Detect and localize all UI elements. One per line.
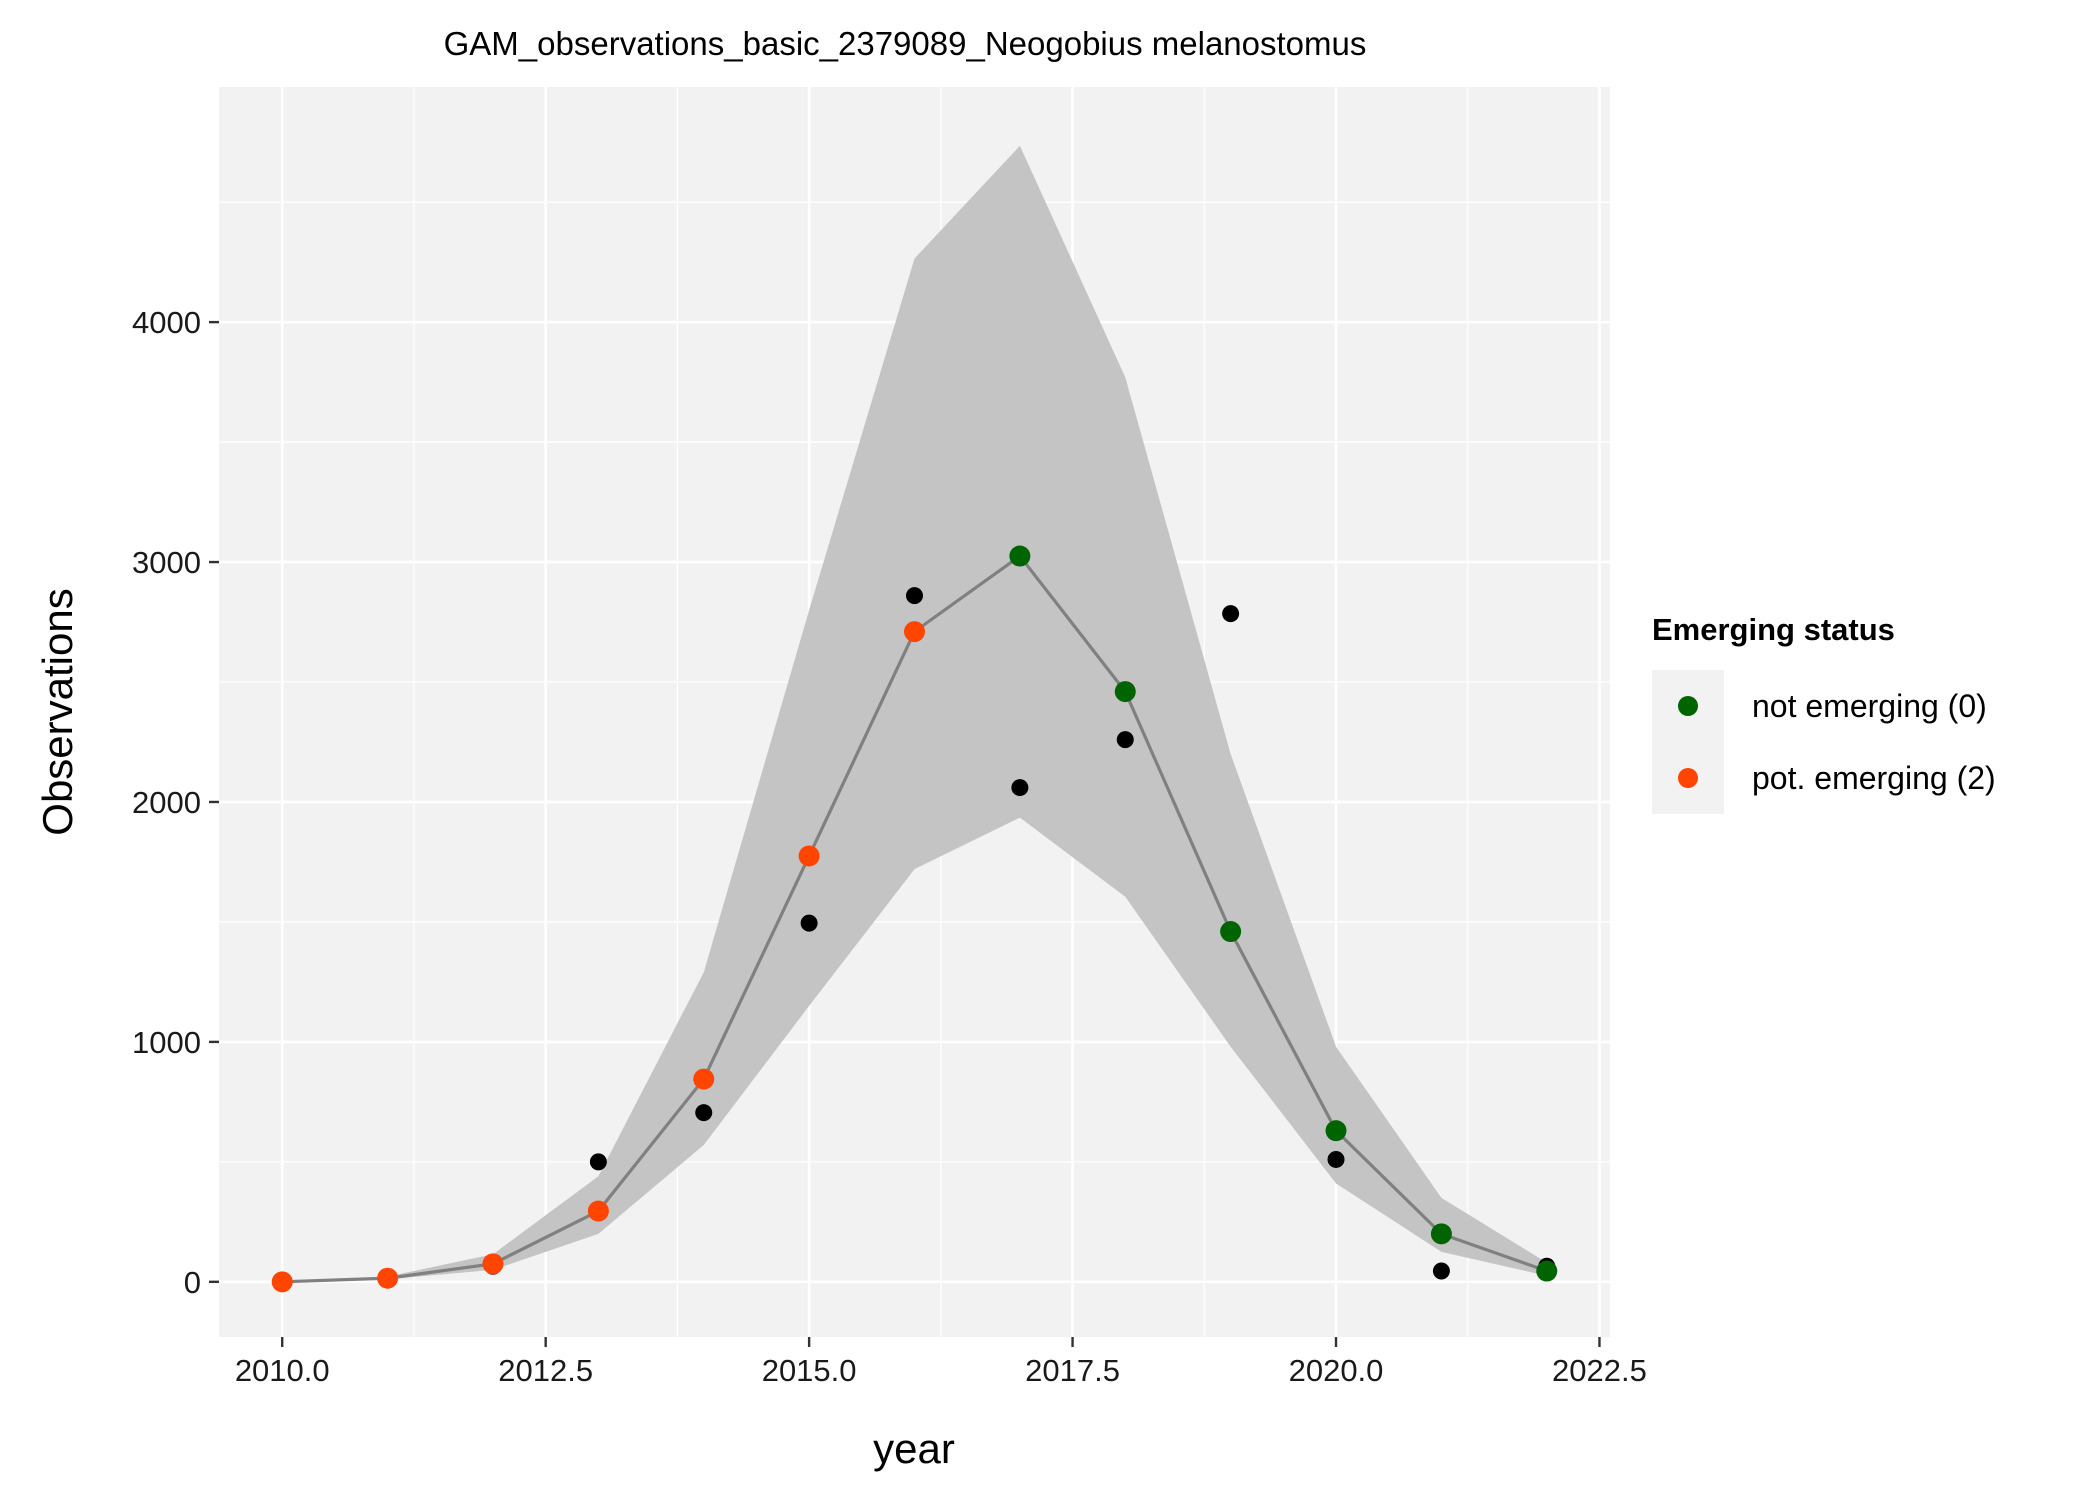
y-tick-label: 3000 bbox=[132, 545, 201, 580]
observed-point bbox=[906, 587, 923, 605]
x-tick-label: 2020.0 bbox=[1289, 1353, 1384, 1388]
fitted-point bbox=[1114, 681, 1136, 703]
fitted-point bbox=[1220, 921, 1242, 943]
x-tick-label: 2015.0 bbox=[762, 1353, 857, 1388]
legend-marker-not-emerging bbox=[1678, 696, 1698, 716]
observed-point bbox=[1011, 779, 1029, 797]
observed-point bbox=[800, 914, 818, 932]
fitted-point bbox=[798, 845, 820, 867]
y-tick-label: 4000 bbox=[132, 305, 201, 340]
fitted-point bbox=[904, 621, 925, 643]
y-tick-label: 2000 bbox=[132, 785, 201, 820]
fitted-point bbox=[693, 1068, 715, 1090]
fitted-point bbox=[1430, 1223, 1452, 1245]
observed-point bbox=[589, 1153, 607, 1171]
y-axis-label: Observations bbox=[34, 588, 81, 835]
y-axis: 0 1000 2000 3000 4000 bbox=[132, 305, 219, 1300]
legend-marker-pot-emerging bbox=[1678, 768, 1698, 788]
confidence-ribbon bbox=[282, 145, 1547, 1282]
x-axis-label: year bbox=[873, 1425, 955, 1472]
x-tick-label: 2012.5 bbox=[498, 1353, 593, 1388]
observed-point bbox=[1327, 1150, 1345, 1168]
y-tick-label: 1000 bbox=[132, 1025, 201, 1060]
fitted-point bbox=[377, 1267, 399, 1289]
observed-point bbox=[1222, 605, 1240, 623]
x-tick-label: 2010.0 bbox=[235, 1353, 330, 1388]
fitted-points bbox=[271, 545, 1558, 1293]
legend-label-not-emerging: not emerging (0) bbox=[1752, 688, 1987, 724]
chart-title: GAM_observations_basic_2379089_Neogobius… bbox=[444, 25, 1367, 62]
fitted-point bbox=[587, 1200, 609, 1222]
observed-point bbox=[695, 1104, 713, 1122]
ribbon-area bbox=[282, 145, 1547, 1282]
fitted-point bbox=[1536, 1260, 1558, 1282]
legend-title: Emerging status bbox=[1652, 612, 1895, 647]
x-tick-label: 2017.5 bbox=[1025, 1353, 1120, 1388]
fitted-point bbox=[1009, 545, 1031, 567]
fitted-point bbox=[1325, 1120, 1347, 1142]
legend: Emerging status not emerging (0) pot. em… bbox=[1652, 612, 1996, 814]
y-tick-label: 0 bbox=[184, 1265, 201, 1300]
x-axis: 2010.0 2012.5 2015.0 2017.5 2020.0 2022.5 bbox=[235, 1337, 1647, 1388]
legend-label-pot-emerging: pot. emerging (2) bbox=[1752, 760, 1996, 796]
x-tick-label: 2022.5 bbox=[1552, 1353, 1647, 1388]
observed-point bbox=[1116, 731, 1134, 749]
fitted-point bbox=[271, 1271, 293, 1293]
fitted-point bbox=[482, 1253, 504, 1275]
observed-point bbox=[1432, 1262, 1450, 1280]
